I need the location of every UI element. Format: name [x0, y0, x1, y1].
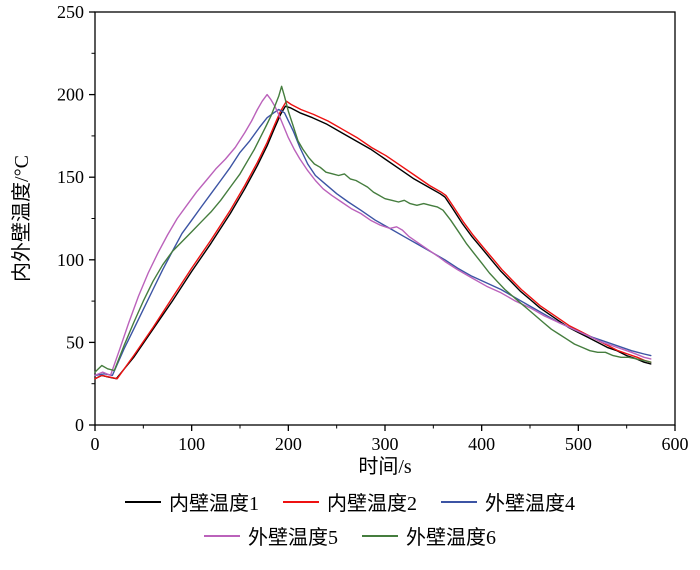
legend: 内壁温度1 内壁温度2 外壁温度4 外壁温度5 外壁温度6 [0, 487, 700, 550]
series-line-4 [94, 85, 652, 373]
y-tick-label: 50 [66, 332, 84, 352]
y-tick-label: 250 [57, 2, 84, 22]
x-tick-label: 500 [565, 434, 592, 454]
legend-label: 外壁温度6 [406, 527, 496, 549]
legend-label: 外壁温度4 [485, 493, 575, 515]
y-axis-title: 内外壁温度/°C [10, 155, 33, 282]
y-tick-label: 200 [57, 85, 84, 105]
series-line-0 [94, 105, 652, 380]
x-tick-label: 400 [468, 434, 495, 454]
legend-label: 内壁温度1 [169, 493, 259, 515]
legend-item: 内壁温度1 [125, 487, 259, 516]
series-line-3 [94, 93, 652, 377]
chart-svg: 0 100 200 300 400 500 600 0 50 100 150 200 250 时间/s 内外… [10, 2, 689, 478]
plot-frame [94, 11, 676, 426]
legend-line-swatch [362, 534, 398, 537]
legend-item: 外壁温度6 [362, 521, 496, 550]
legend-label: 内壁温度2 [327, 493, 417, 515]
x-tick-label: 200 [275, 434, 302, 454]
x-tick-label: 300 [372, 434, 399, 454]
legend-line-swatch [441, 500, 477, 503]
legend-line-swatch [125, 500, 161, 503]
series-line-1 [94, 100, 652, 380]
series-line-2 [94, 108, 652, 377]
legend-line-swatch [283, 500, 319, 503]
x-axis-title: 时间/s [358, 455, 412, 478]
legend-item: 外壁温度4 [441, 487, 575, 516]
x-tick-label: 600 [662, 434, 689, 454]
y-tick-label: 0 [75, 415, 84, 435]
legend-row: 内壁温度1 内壁温度2 外壁温度4 [125, 487, 575, 516]
legend-item: 内壁温度2 [283, 487, 417, 516]
x-tick-label: 100 [178, 434, 205, 454]
y-tick-label: 150 [57, 167, 84, 187]
y-tick-label: 100 [57, 250, 84, 270]
legend-label: 外壁温度5 [248, 527, 338, 549]
legend-item: 外壁温度5 [204, 521, 338, 550]
legend-row: 外壁温度5 外壁温度6 [204, 521, 496, 550]
legend-line-swatch [204, 534, 240, 537]
x-tick-label: 0 [91, 434, 100, 454]
